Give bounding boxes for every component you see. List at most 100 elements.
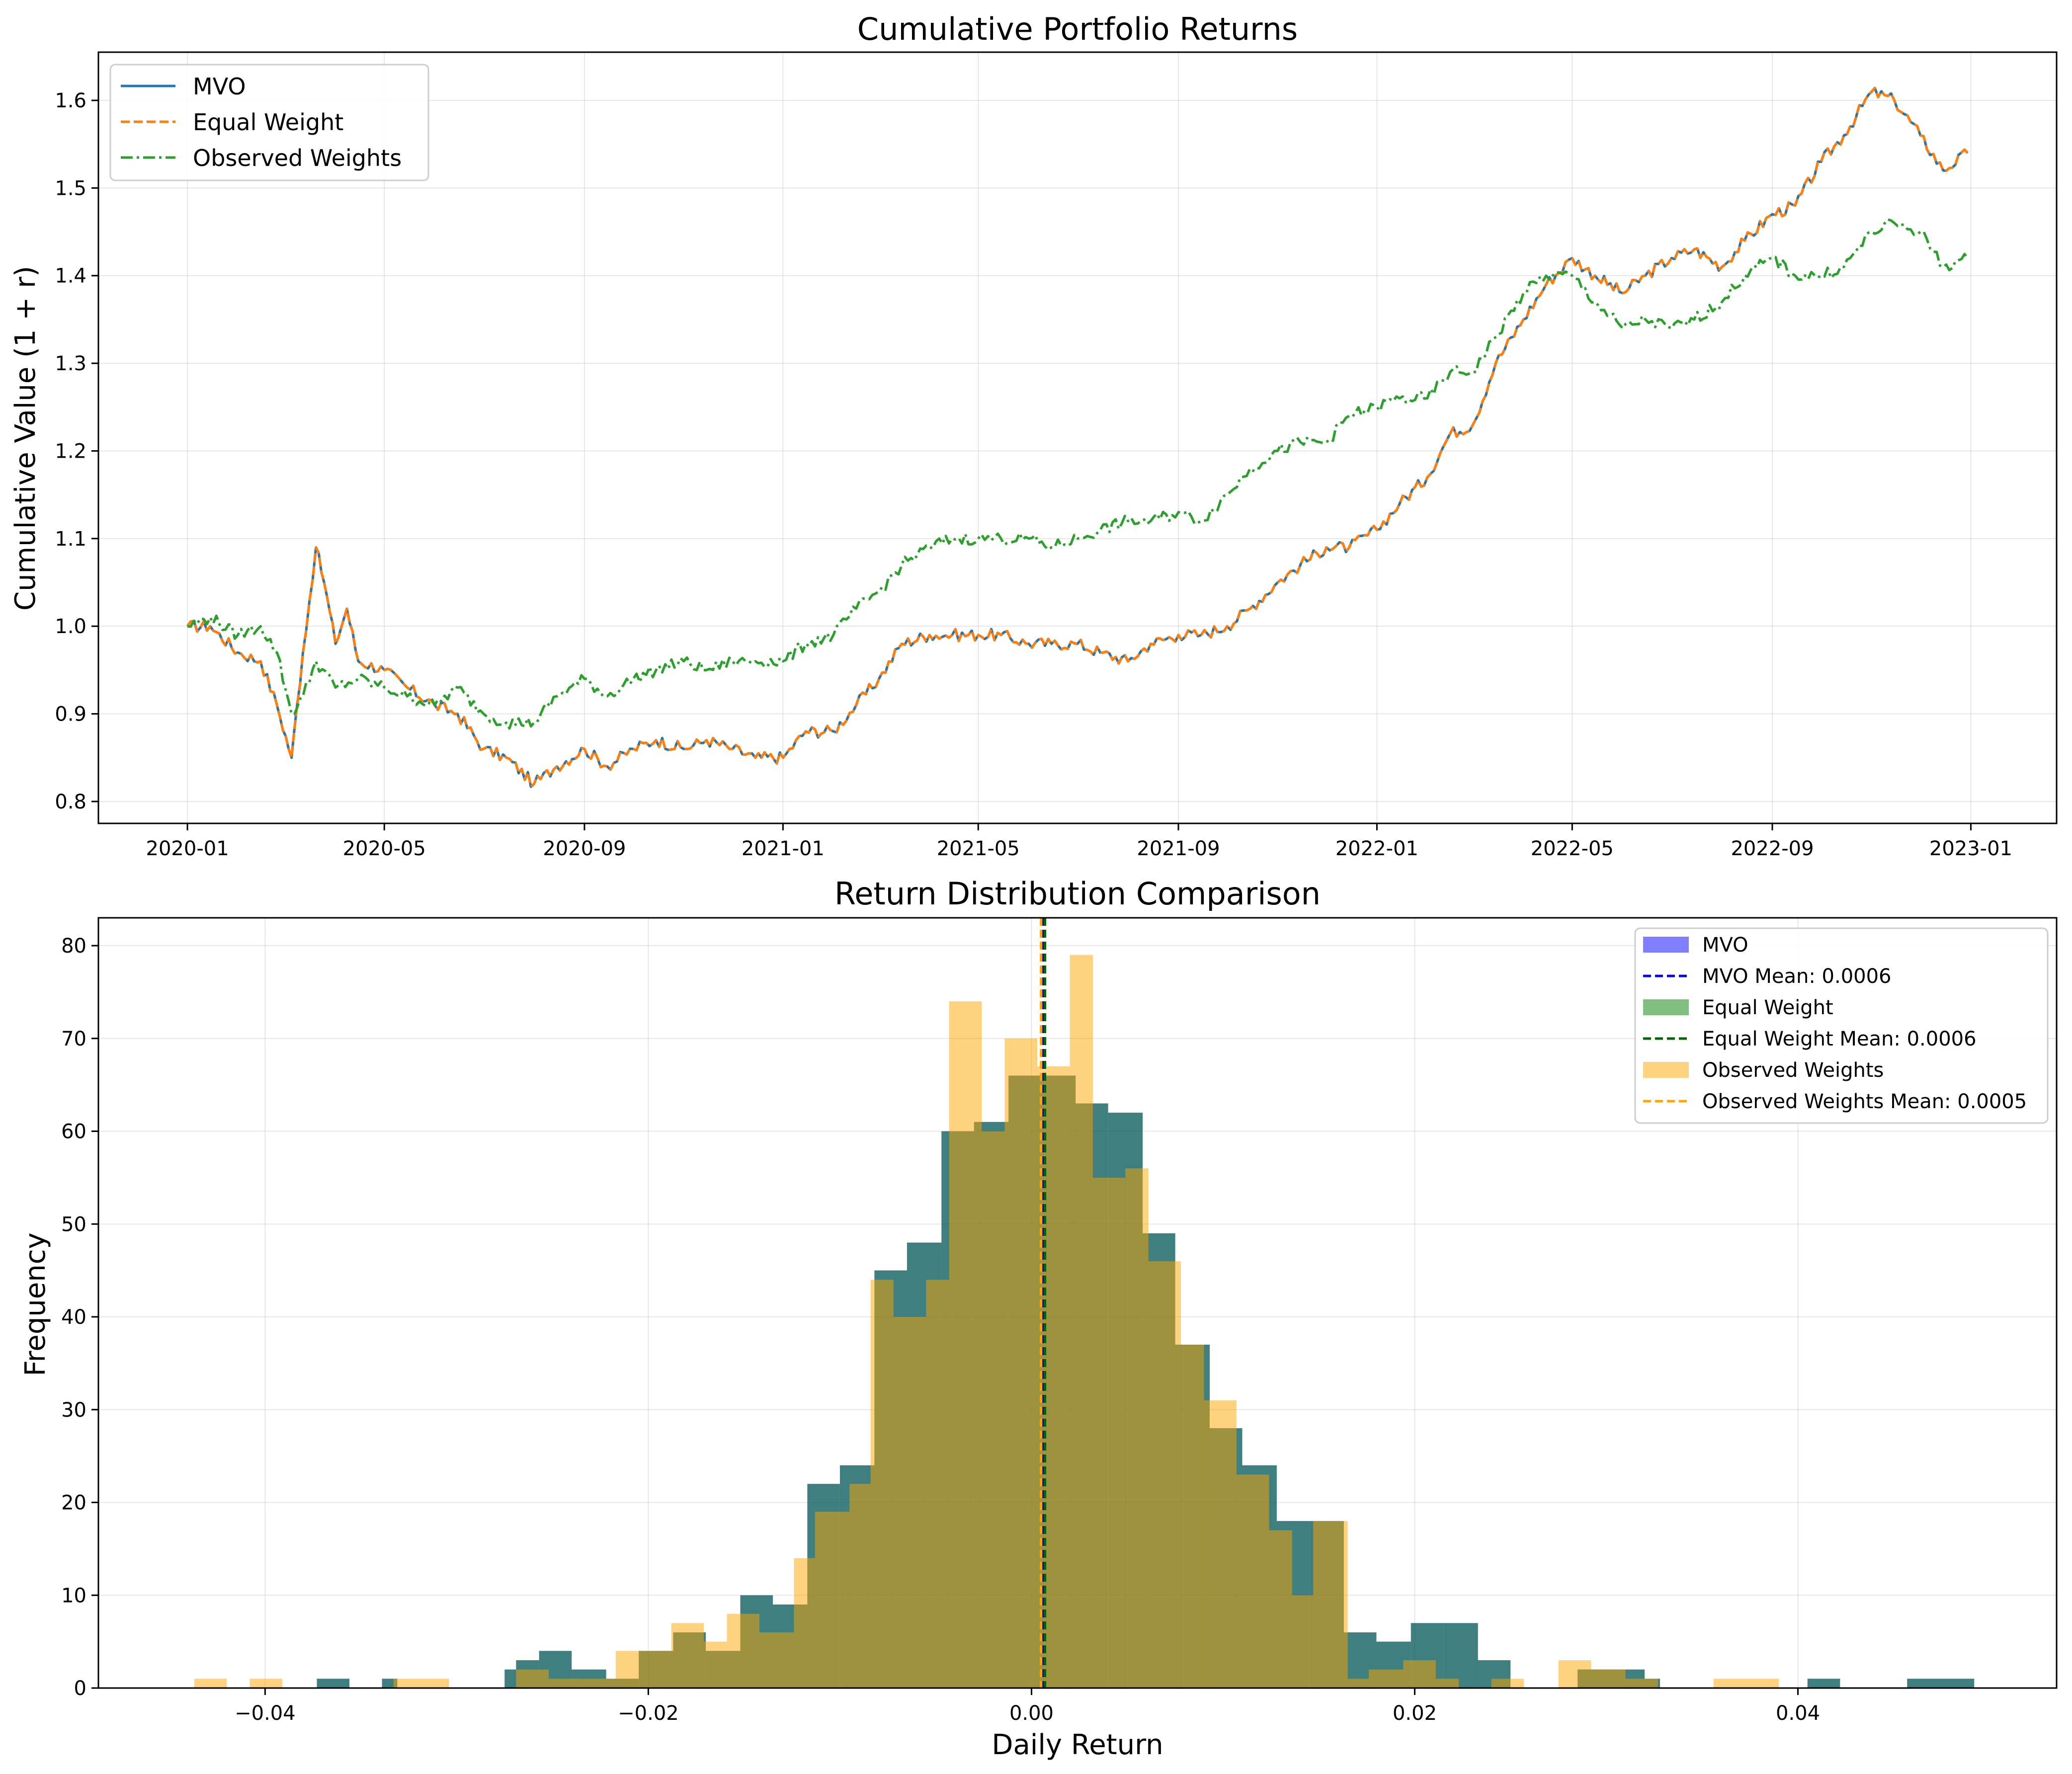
top-chart: Cumulative Portfolio Returns 2020-01 2020… (9, 11, 2058, 860)
top-chart-frame (97, 51, 2058, 824)
bottom-x-tick-label: −0.04 (235, 1702, 296, 1725)
legend-mvo-hist-label: MVO (1702, 934, 1748, 957)
bottom-y-tick-label: 80 (61, 935, 86, 958)
hist-bar-observed-weights (1181, 1345, 1204, 1688)
bottom-y-tick-label: 40 (61, 1306, 86, 1329)
hist-bar-observed-weights (949, 1001, 982, 1688)
top-x-tick-label: 2020-09 (543, 837, 626, 860)
bottom-chart-legend: MVO MVO Mean: 0.0006 Equal Weight Equal … (1634, 927, 2049, 1124)
top-x-tick-label: 2022-01 (1335, 837, 1418, 860)
hist-bar-observed-weights (1004, 1038, 1037, 1688)
legend-observed-weights-label: Observed Weights (193, 145, 402, 171)
hist-bar-observed-weights (870, 1280, 894, 1688)
hist-bar-observed-weights (194, 1679, 227, 1688)
hist-bar-observed-weights (1092, 1177, 1126, 1688)
hist-bar-observed-weights (516, 1669, 549, 1688)
bottom-chart-title: Return Distribution Comparison (834, 876, 1321, 912)
hist-bar-observed-weights (1558, 1660, 1591, 1688)
bottom-x-tick-label: 0.00 (1009, 1702, 1054, 1725)
top-x-tick-label: 2020-01 (146, 837, 229, 860)
legend-observed-weights-mean-label: Observed Weights Mean: 0.0005 (1702, 1090, 2027, 1113)
hist-bar-equal-weight (1907, 1679, 1975, 1688)
top-chart-y-ticks: 0.8 0.9 1.0 1.1 1.2 1.3 1.4 1.5 1.6 (55, 89, 98, 813)
hist-bar-equal-weight (1443, 1623, 1478, 1688)
hist-bar-observed-weights (1713, 1679, 1779, 1688)
hist-bar-observed-weights (1625, 1679, 1658, 1688)
top-y-tick-label: 1.4 (55, 265, 86, 288)
hist-bar-observed-weights (1148, 1261, 1181, 1688)
top-legend-box (109, 64, 429, 181)
top-x-tick-label: 2021-09 (1137, 837, 1220, 860)
bottom-legend-box (1634, 927, 2049, 1124)
hist-bar-observed-weights (759, 1632, 794, 1688)
top-x-tick-label: 2023-01 (1929, 837, 2012, 860)
bottom-chart-y-ticks: 0 10 20 30 40 50 60 70 80 (61, 935, 98, 1700)
top-x-tick-label: 2022-05 (1531, 837, 1614, 860)
top-x-tick-label: 2022-09 (1731, 837, 1814, 860)
hist-bar-observed-weights (849, 1484, 871, 1688)
top-chart-y-axis-label: Cumulative Value (1 + r) (9, 266, 42, 611)
top-chart-legend: MVO Equal Weight Observed Weights (109, 64, 429, 181)
hist-bar-observed-weights (249, 1679, 283, 1688)
hist-bar-observed-weights (893, 1317, 926, 1688)
top-x-tick-label: 2020-05 (343, 837, 426, 860)
legend-observed-weights-hist-label: Observed Weights (1702, 1059, 1884, 1082)
bottom-y-tick-label: 60 (61, 1121, 86, 1143)
top-chart-grid (98, 52, 2057, 823)
hist-bar-observed-weights (671, 1623, 704, 1688)
hist-bar-observed-weights (727, 1613, 759, 1688)
top-y-tick-label: 1.6 (55, 89, 86, 112)
hist-bar-observed-weights (1204, 1400, 1237, 1688)
top-chart-x-ticks: 2020-01 2020-05 2020-09 2021-01 2021-05 2021-… (146, 823, 2012, 860)
hist-bar-observed-weights (1435, 1679, 1459, 1688)
series-line-observed-weights (187, 218, 1969, 730)
bottom-chart-bars (194, 955, 1975, 1688)
hist-bar-observed-weights (1292, 1595, 1314, 1688)
hist-bar-observed-weights (1369, 1669, 1404, 1688)
bottom-y-tick-label: 20 (61, 1492, 86, 1515)
series-line-equal-weight (186, 86, 1969, 788)
hist-bar-observed-weights (1313, 1521, 1348, 1688)
hist-bar-equal-weight (382, 1679, 398, 1688)
bottom-x-tick-label: −0.02 (618, 1702, 679, 1725)
top-y-tick-label: 1.2 (55, 440, 86, 463)
hist-bar-observed-weights (1491, 1679, 1524, 1688)
hist-bar-observed-weights (648, 1651, 671, 1688)
bottom-chart-x-axis-label: Daily Return (992, 1729, 1163, 1761)
top-y-tick-label: 1.3 (55, 352, 86, 375)
hist-bar-observed-weights (1347, 1679, 1369, 1688)
bottom-chart-x-ticks: −0.04 −0.02 0.00 0.02 0.04 (235, 1688, 1820, 1725)
bottom-chart: Return Distribution Comparison −0.04 −0.0… (19, 876, 2058, 1761)
bottom-chart-mean-lines (1040, 918, 1047, 1688)
top-y-tick-label: 0.8 (55, 791, 86, 813)
bottom-y-tick-label: 70 (61, 1028, 86, 1050)
top-y-tick-label: 1.1 (55, 528, 86, 551)
hist-bar-observed-weights (1237, 1474, 1269, 1688)
hist-bar-observed-weights (815, 1512, 850, 1688)
bottom-chart-frame (97, 917, 2058, 1689)
hist-bar-observed-weights (1591, 1669, 1626, 1688)
hist-bar-observed-weights (1403, 1660, 1436, 1688)
top-y-tick-label: 1.0 (55, 615, 86, 638)
legend-mvo-hist-swatch (1643, 937, 1689, 953)
hist-bar-equal-weight (504, 1669, 516, 1688)
legend-mvo-mean-label: MVO Mean: 0.0006 (1702, 965, 1892, 988)
legend-equal-weight-mean-label: Equal Weight Mean: 0.0006 (1702, 1028, 1977, 1050)
hist-bar-observed-weights (1125, 1168, 1149, 1688)
bottom-x-tick-label: 0.04 (1776, 1702, 1820, 1725)
bottom-y-tick-label: 10 (61, 1584, 86, 1607)
legend-equal-weight-hist-label: Equal Weight (1702, 996, 1833, 1019)
legend-observed-weights-hist-swatch (1643, 1062, 1689, 1078)
top-x-tick-label: 2021-05 (937, 837, 1020, 860)
hist-bar-observed-weights (615, 1651, 649, 1688)
top-chart-series (186, 86, 1969, 788)
legend-equal-weight-label: Equal Weight (193, 109, 343, 136)
bottom-y-tick-label: 50 (61, 1213, 86, 1236)
hist-bar-observed-weights (393, 1679, 449, 1688)
bottom-y-tick-label: 0 (74, 1677, 86, 1700)
hist-bar-observed-weights (1269, 1530, 1292, 1688)
hist-bar-observed-weights (982, 1131, 1005, 1688)
hist-bar-observed-weights (583, 1679, 616, 1688)
hist-bar-observed-weights (704, 1641, 727, 1688)
